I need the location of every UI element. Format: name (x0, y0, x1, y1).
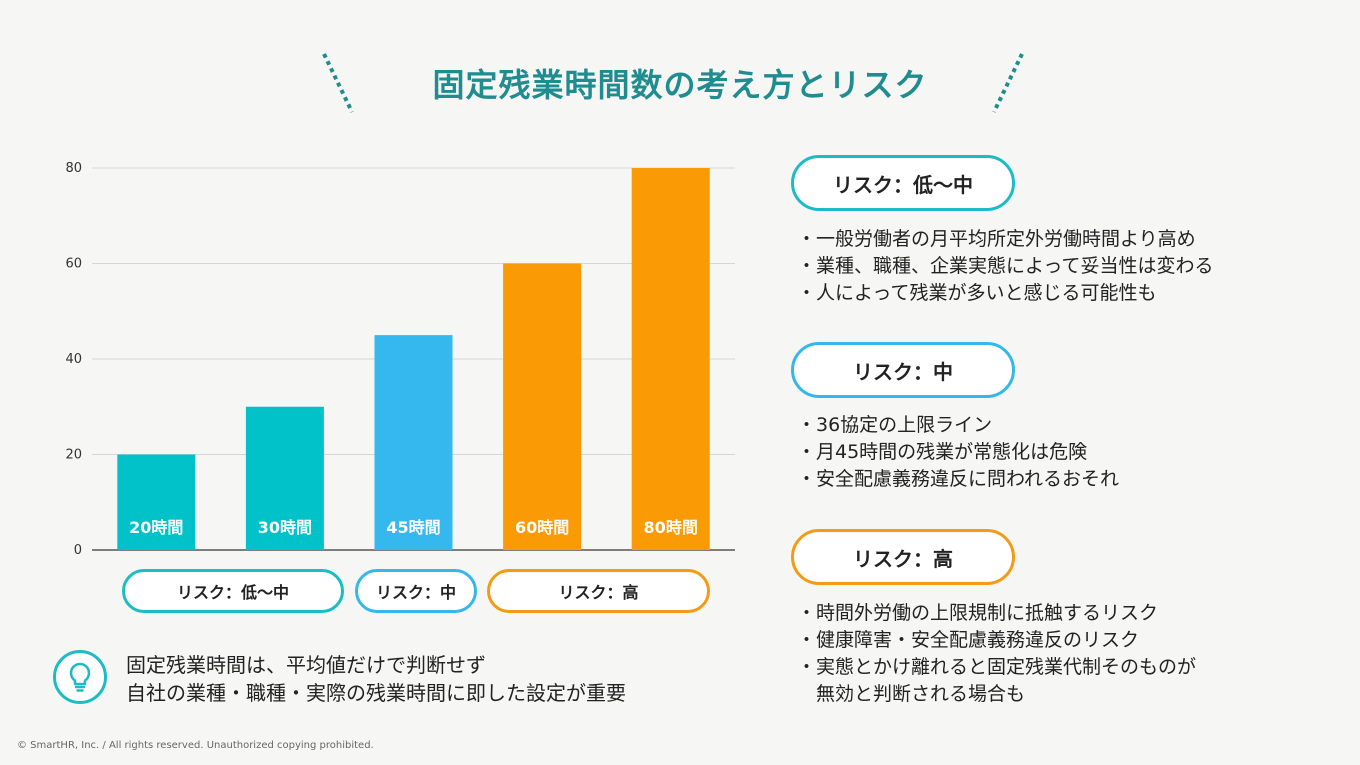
bullet-list-mid: ・36協定の上限ライン ・月45時間の残業が常態化は危険 ・安全配慮義務違反に問… (797, 412, 1119, 493)
list-item: 無効と判断される場合も (797, 683, 1026, 705)
risk-group-high: リスク：高 (487, 569, 710, 613)
y-tick-label: 20 (65, 448, 82, 463)
list-item: ・人によって残業が多いと感じる可能性も (797, 282, 1157, 304)
title-decoration-left (322, 53, 354, 113)
bar (503, 263, 582, 550)
bar-data-label: 60時間 (515, 518, 569, 537)
bar (245, 406, 324, 550)
section-badge-low-mid: リスク：低〜中 (791, 155, 1015, 211)
title-decoration-right (992, 53, 1024, 113)
risk-group-label: リスク：高 (558, 583, 639, 602)
section-badge-mid: リスク：中 (791, 342, 1015, 398)
y-tick-label: 0 (74, 543, 82, 558)
section-badge-high: リスク：高 (791, 529, 1015, 585)
y-tick-label: 60 (65, 257, 82, 272)
bar-data-label: 20時間 (129, 518, 183, 537)
y-tick-label: 80 (65, 161, 82, 176)
page-title: 固定残業時間数の考え方とリスク (432, 66, 928, 104)
list-item: ・時間外労働の上限規制に抵触するリスク (797, 602, 1159, 624)
bar (631, 168, 710, 550)
risk-group-label: リスク：中 (375, 583, 456, 602)
y-tick-label: 40 (65, 352, 82, 367)
copyright-footer: © SmartHR, Inc. / All rights reserved. U… (17, 740, 374, 751)
risk-group-low-mid: リスク：低〜中 (122, 569, 344, 613)
risk-group-mid: リスク：中 (355, 569, 477, 613)
section-badge-label: リスク：低〜中 (833, 172, 973, 197)
list-item: ・業種、職種、企業実態によって妥当性は変わる (797, 255, 1214, 277)
bullet-list-low-mid: ・一般労働者の月平均所定外労働時間より高め ・業種、職種、企業実態によって妥当性… (797, 226, 1213, 307)
section-badge-label: リスク：高 (853, 546, 953, 571)
list-item: ・実態とかけ離れると固定残業代制そのものが (797, 656, 1197, 678)
note-line-2: 自社の業種・職種・実際の残業時間に即した設定が重要 (126, 681, 626, 705)
list-item: ・一般労働者の月平均所定外労働時間より高め (797, 228, 1196, 250)
bar (374, 335, 453, 550)
bar-chart: 0 20 40 60 80 20時間 30時間 45時間 60時間 80時間 (65, 161, 735, 558)
note-line-1: 固定残業時間は、平均値だけで判断せず (126, 653, 486, 677)
list-item: ・安全配慮義務違反に問われるおそれ (797, 468, 1120, 490)
bar-data-label: 45時間 (386, 518, 440, 537)
list-item: ・健康障害・安全配慮義務違反のリスク (797, 629, 1140, 651)
lightbulb-icon (53, 650, 107, 704)
risk-group-label: リスク：低〜中 (176, 583, 289, 602)
section-badge-label: リスク：中 (853, 359, 953, 384)
bar-data-label: 80時間 (644, 518, 698, 537)
bullet-list-high: ・時間外労働の上限規制に抵触するリスク ・健康障害・安全配慮義務違反のリスク ・… (797, 600, 1196, 708)
list-item: ・36協定の上限ライン (797, 414, 993, 436)
bar (117, 454, 196, 550)
list-item: ・月45時間の残業が常態化は危険 (797, 441, 1088, 463)
bar-data-label: 30時間 (258, 518, 312, 537)
